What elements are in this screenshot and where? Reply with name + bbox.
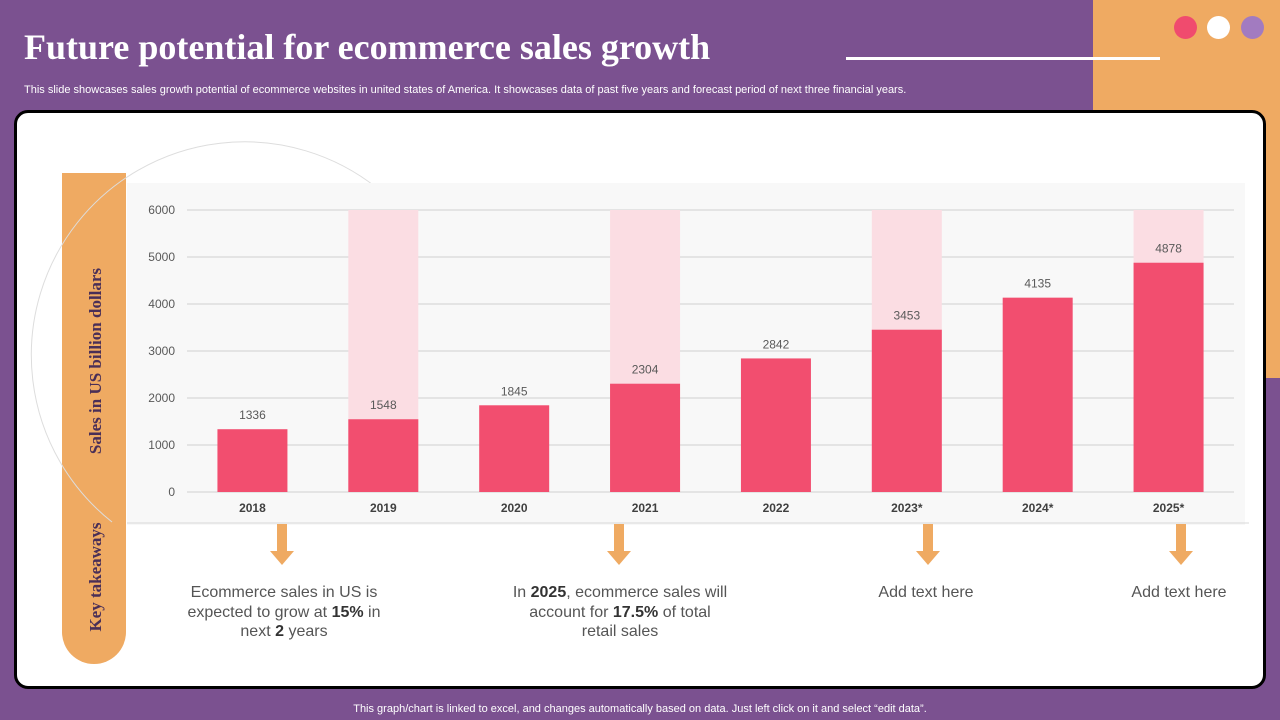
x-tick-label: 2022	[763, 501, 790, 515]
arrow-down-icon	[916, 524, 940, 566]
chart-card: Sales in US billion dollars Key takeaway…	[14, 110, 1266, 689]
bar	[479, 405, 550, 492]
x-tick-label: 2023*	[891, 501, 923, 515]
data-label: 1336	[239, 408, 266, 422]
arrow-down-icon	[270, 524, 294, 566]
bar	[217, 429, 288, 492]
takeaway-text-4: Add text here	[1131, 584, 1227, 601]
x-tick-label: 2018	[239, 501, 266, 515]
y-tick-label: 5000	[148, 250, 175, 264]
decor-dot-lavender	[1241, 16, 1264, 39]
takeaway-text-3: Add text here	[878, 584, 974, 601]
side-accent-bar	[62, 173, 126, 664]
y-tick-label: 4000	[148, 297, 175, 311]
bar	[1002, 297, 1073, 492]
bar	[610, 383, 681, 492]
x-tick-label: 2019	[370, 501, 397, 515]
data-label: 4135	[1024, 277, 1051, 291]
x-tick-label: 2025*	[1153, 501, 1185, 515]
data-label: 4878	[1155, 242, 1182, 256]
data-label: 3453	[893, 309, 920, 323]
y-tick-label: 6000	[148, 203, 175, 217]
bar-chart[interactable]: 0 1000 2000 3000 4000 5000 6000 1336 2018 1548 201…	[17, 113, 1263, 686]
bar	[740, 358, 811, 492]
decor-arc	[30, 141, 378, 523]
bar	[348, 419, 419, 492]
takeaway-text-2: In 2025, ecommerce sales will account fo…	[512, 584, 728, 640]
decor-dot-pink	[1174, 16, 1197, 39]
page-subtitle: This slide showcases sales growth potent…	[24, 84, 907, 96]
footer-note: This graph/chart is linked to excel, and…	[353, 703, 927, 715]
bar	[1133, 262, 1204, 492]
page-title: Future potential for ecommerce sales gro…	[24, 27, 711, 67]
y-tick-label: 3000	[148, 344, 175, 358]
takeaway-text-1: Ecommerce sales in US is expected to gro…	[187, 584, 381, 640]
arrow-down-icon	[607, 524, 631, 566]
bar	[871, 329, 942, 492]
y-tick-label: 2000	[148, 391, 175, 405]
y-tick-label: 1000	[148, 438, 175, 452]
decor-dot-white	[1207, 16, 1230, 39]
data-label: 2304	[632, 363, 659, 377]
data-label: 1845	[501, 384, 528, 398]
x-tick-label: 2021	[632, 501, 659, 515]
y-tick-label: 0	[168, 485, 175, 499]
title-underline	[846, 57, 1160, 60]
x-tick-label: 2024*	[1022, 501, 1054, 515]
data-label: 2842	[763, 337, 790, 351]
data-label: 1548	[370, 398, 397, 412]
plot-area	[127, 183, 1245, 525]
x-tick-label: 2020	[501, 501, 528, 515]
arrow-down-icon	[1169, 524, 1193, 566]
